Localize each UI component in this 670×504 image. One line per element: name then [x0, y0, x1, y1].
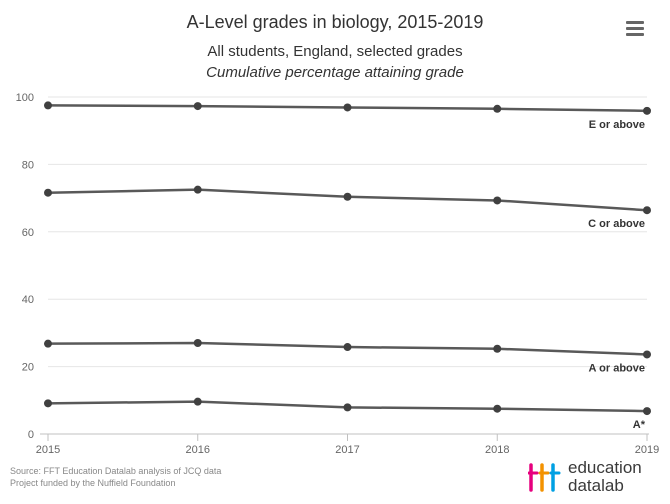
education-datalab-logo: education datalab — [527, 458, 663, 498]
y-tick-label: 60 — [22, 227, 34, 239]
source-note: Source: FFT Education Datalab analysis o… — [10, 465, 221, 489]
data-point — [643, 206, 651, 215]
logo-word-education: education — [568, 458, 642, 477]
data-point — [44, 339, 52, 348]
series-labels: E or above C or above A or above A* — [588, 119, 646, 431]
data-point — [343, 103, 352, 112]
data-point — [44, 399, 52, 408]
data-point — [193, 339, 202, 348]
y-tick-label: 40 — [22, 294, 34, 306]
y-tick-label: 20 — [22, 362, 34, 374]
data-point — [343, 403, 352, 412]
data-point — [643, 106, 651, 115]
data-point — [493, 404, 502, 413]
series-label: A or above — [589, 362, 645, 374]
hamburger-menu-icon[interactable] — [626, 21, 644, 37]
x-tick-label: 2019 — [635, 444, 659, 456]
x-tick-label: 2018 — [485, 444, 509, 456]
axes: 0 20 40 60 80 100 2015 2016 2017 2018 2019 — [16, 92, 660, 456]
series-label: C or above — [588, 218, 645, 230]
data-point — [493, 104, 502, 113]
data-point — [193, 102, 202, 111]
y-tick-label: 0 — [28, 429, 34, 441]
chart-subtitle: All students, England, selected grades — [207, 43, 463, 60]
source-line: Source: FFT Education Datalab analysis o… — [10, 466, 222, 476]
data-point — [44, 101, 52, 110]
series-label: A* — [633, 419, 646, 431]
y-tick-label: 100 — [16, 92, 34, 104]
x-tick-label: 2016 — [186, 444, 210, 456]
series-label: E or above — [589, 119, 645, 131]
data-point — [193, 397, 202, 406]
logo-word-datalab: datalab — [568, 476, 624, 495]
data-point — [643, 407, 651, 416]
fft-logo-mark — [527, 463, 561, 492]
chart-subtitle-italic: Cumulative percentage attaining grade — [206, 64, 464, 81]
series-lines — [44, 101, 651, 416]
y-tick-label: 80 — [22, 159, 34, 171]
chart-title: A-Level grades in biology, 2015-2019 — [186, 12, 484, 32]
x-tick-label: 2017 — [335, 444, 359, 456]
data-point — [193, 185, 202, 194]
gridlines — [48, 96, 647, 368]
data-point — [343, 343, 352, 352]
x-tick-label: 2015 — [36, 444, 60, 456]
data-point — [643, 350, 651, 359]
data-point — [44, 188, 52, 197]
logo-wordmark: education datalab — [568, 459, 642, 495]
data-point — [493, 196, 502, 205]
funding-line: Project funded by the Nuffield Foundatio… — [10, 478, 176, 488]
data-point — [343, 192, 352, 201]
data-point — [493, 344, 502, 353]
